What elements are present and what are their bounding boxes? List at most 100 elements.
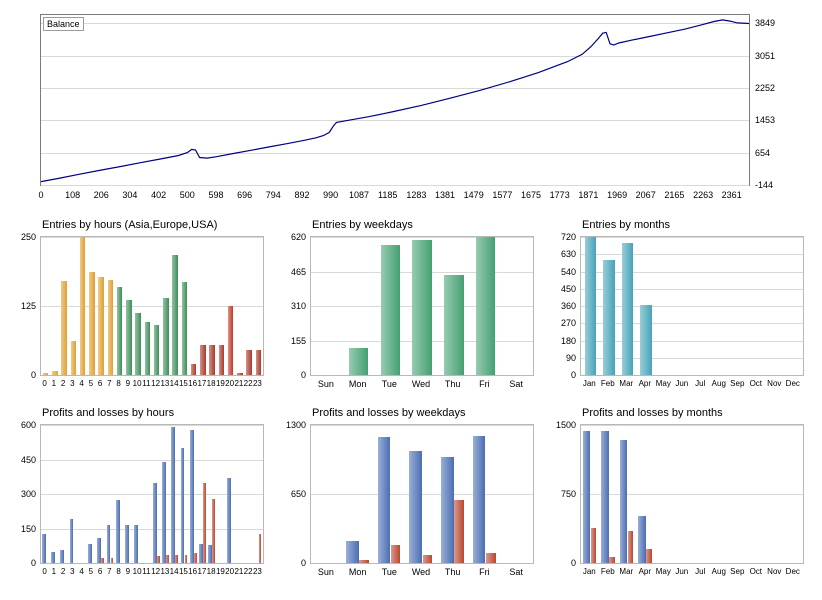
chart-x-tick-label: 17: [197, 567, 207, 576]
chart-x-tick-label: Sun: [317, 379, 334, 389]
chart-x-tick-label: 23: [252, 379, 262, 388]
balance-gridline: [41, 87, 749, 89]
chart-x-tick-label: 13: [160, 379, 170, 388]
bar-loss-Thu: [454, 500, 464, 563]
chart-x-tick-label: Apr: [638, 567, 652, 576]
bar-entries-18: [209, 345, 215, 375]
chart-plot-area: [40, 424, 264, 564]
chart-x-tick-label: 5: [88, 379, 94, 388]
chart-gridline: [41, 237, 263, 238]
chart-x-tick-label: 23: [252, 567, 262, 576]
chart-y-tick-label: 90: [565, 352, 576, 363]
chart-x-tick-label: Tue: [381, 567, 397, 577]
chart-title: Entries by hours (Asia,Europe,USA): [42, 219, 218, 231]
chart-x-tick-label: Jan: [582, 379, 596, 388]
bar-entries-Tue: [380, 244, 401, 375]
chart-y-tick-label: 650: [290, 489, 306, 499]
chart-x-tick-label: 20: [225, 567, 235, 576]
balance-x-tick-label: 304: [122, 190, 138, 200]
chart-x-tick-label: 11: [142, 379, 151, 388]
chart-x-tick-label: Jun: [675, 379, 689, 388]
bar-profit-Jan: [582, 431, 591, 563]
bar-entries-Fri: [475, 237, 496, 375]
chart-gridline: [41, 459, 263, 461]
bar-entries-17: [200, 345, 206, 375]
balance-x-tick-label: 1675: [520, 190, 542, 200]
chart-x-tick-label: Sat: [509, 567, 523, 577]
chart-y-tick-label: 310: [290, 301, 306, 311]
balance-x-tick-label: 1577: [492, 190, 513, 200]
bar-profit-9: [125, 525, 129, 563]
bar-entries-20: [227, 306, 234, 375]
chart-x-tick-label: 5: [88, 567, 94, 576]
chart-y-tick-label: 0: [300, 370, 306, 380]
bar-profit-1: [51, 551, 55, 563]
chart-y-tick-label: 620: [290, 232, 306, 242]
bar-loss-Mon: [359, 560, 369, 563]
bar-entries-7: [107, 280, 114, 375]
bar-profit-17: [199, 543, 203, 564]
chart-y-tick-label: 155: [290, 335, 306, 346]
chart-x-tick-label: 20: [225, 379, 235, 388]
chart-x-tick-label: Sep: [730, 379, 745, 388]
balance-x-tick-label: 0: [38, 190, 44, 200]
chart-x-tick-label: Wed: [411, 379, 431, 389]
bar-entries-19: [218, 345, 225, 375]
chart-plot-area: [40, 236, 264, 376]
bar-loss-15: [184, 554, 188, 563]
bar-loss-12: [156, 556, 160, 563]
bar-profit-8: [115, 499, 120, 564]
chart-gridline: [581, 425, 803, 426]
balance-x-tick-label: 500: [179, 190, 195, 200]
bar-loss-6: [101, 558, 105, 563]
balance-x-tick-label: 2361: [721, 190, 742, 200]
chart-title: Profits and losses by months: [582, 407, 723, 419]
bar-profit-Tue: [377, 436, 391, 563]
chart-y-tick-label: 1300: [285, 420, 306, 430]
bar-loss-18: [212, 498, 216, 563]
bar-profit-0: [41, 534, 46, 564]
chart-x-tick-label: May: [655, 567, 671, 576]
chart-plot-area: [310, 236, 534, 376]
chart-x-tick-label: Oct: [749, 567, 763, 576]
chart-gridline: [311, 425, 533, 426]
chart-x-tick-label: 4: [79, 567, 84, 576]
bar-entries-15: [181, 282, 188, 375]
bar-entries-Apr: [640, 305, 652, 375]
balance-x-tick-label: 1283: [406, 190, 427, 200]
balance-gridline: [41, 23, 749, 25]
balance-x-tick-label: 1185: [378, 190, 398, 200]
bar-loss-Fri: [486, 553, 496, 563]
chart-entries-by-months: Entries by months 0 90 180 270 360 450 540 630 72…: [548, 218, 810, 404]
chart-plot-area: [580, 424, 804, 564]
bar-loss-16: [193, 552, 197, 563]
chart-x-tick-label: 2: [60, 379, 66, 388]
chart-x-tick-label: 17: [197, 379, 207, 388]
chart-y-tick-label: 150: [20, 523, 36, 534]
chart-x-tick-label: 8: [116, 379, 121, 388]
bar-profit-12: [152, 482, 157, 563]
bar-entries-6: [98, 276, 104, 375]
chart-x-tick-label: 4: [79, 379, 84, 388]
chart-x-tick-label: 6: [97, 567, 103, 576]
chart-gridline: [581, 237, 803, 238]
chart-title: Entries by weekdays: [312, 219, 413, 231]
bar-profit-5: [88, 543, 92, 564]
balance-gridline: [41, 120, 749, 122]
chart-y-tick-label: 450: [560, 283, 576, 294]
balance-y-tick-label: -144: [755, 180, 774, 190]
chart-x-tick-label: 21: [234, 567, 244, 576]
chart-x-tick-label: 21: [234, 379, 244, 388]
chart-gridline: [41, 528, 263, 530]
chart-x-tick-label: 10: [132, 379, 142, 388]
chart-x-tick-label: Fri: [479, 379, 490, 389]
chart-y-tick-label: 180: [560, 335, 576, 346]
chart-gridline: [581, 254, 803, 256]
chart-gridline: [581, 494, 803, 495]
chart-x-tick-label: 14: [169, 379, 179, 388]
balance-legend: Balance: [43, 17, 84, 31]
chart-gridline: [581, 323, 803, 325]
chart-title: Profits and losses by weekdays: [312, 407, 466, 419]
chart-y-tick-label: 750: [560, 489, 576, 499]
